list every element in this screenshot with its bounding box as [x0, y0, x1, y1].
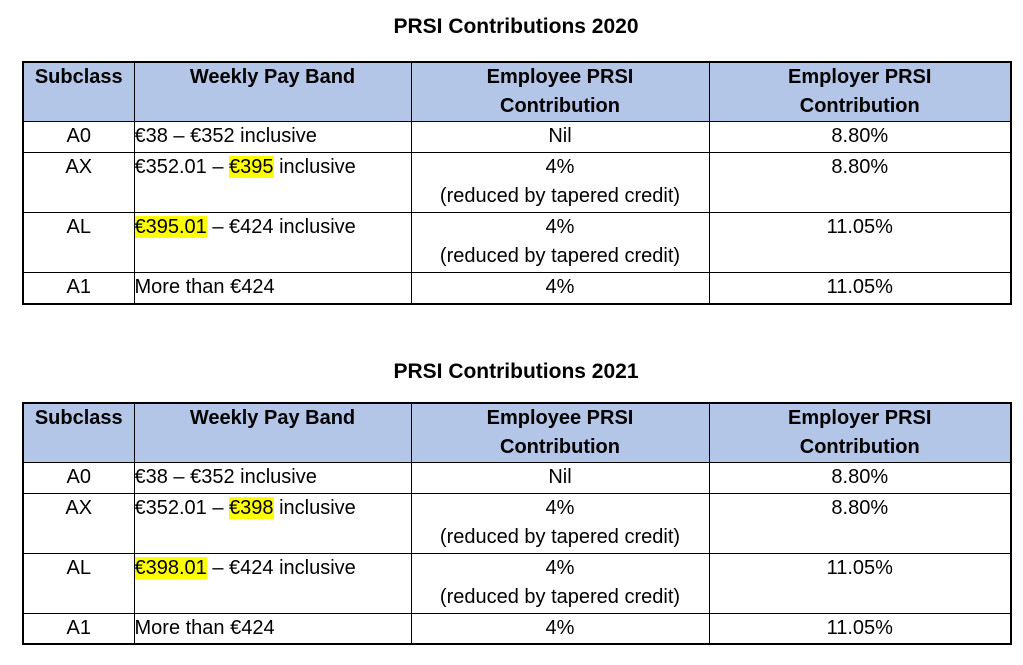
band-text: – €424 inclusive — [206, 556, 356, 579]
column-header-band: Weekly Pay Band — [133, 61, 412, 122]
cell-employer-contribution: 11.05% — [708, 612, 1012, 645]
cell-employee-contribution: 4% — [410, 612, 710, 645]
cell-weekly-pay-band: €352.01 – €395 inclusive — [133, 152, 412, 213]
band-text: More than €424 — [134, 276, 275, 298]
cell-employer-contribution: 8.80% — [708, 152, 1012, 213]
table-row: AL €398.01 – €424 inclusive 4% (reduced by … — [22, 552, 1012, 614]
cell-weekly-pay-band: €395.01 – €424 inclusive — [133, 212, 412, 273]
prsi-table-2021: Subclass Weekly Pay Band Employee PRSI Cont… — [22, 401, 1012, 645]
band-text: inclusive — [273, 496, 356, 519]
cell-employee-contribution: Nil — [410, 461, 710, 494]
cell-employer-contribution: 8.80% — [708, 461, 1012, 494]
cell-subclass: AX — [22, 152, 135, 213]
cell-employee-contribution: 4% (reduced by tapered credit) — [410, 492, 710, 554]
cell-employee-contribution: 4% (reduced by tapered credit) — [410, 212, 710, 273]
cell-employer-contribution: 11.05% — [708, 212, 1012, 273]
column-header-band: Weekly Pay Band — [133, 402, 412, 463]
band-text: €38 – €352 inclusive — [134, 465, 317, 488]
cell-employee-contribution: 4% (reduced by tapered credit) — [410, 552, 710, 614]
cell-employee-contribution: 4% (reduced by tapered credit) — [410, 152, 710, 213]
prsi-2020-title: PRSI Contributions 2020 — [393, 15, 639, 38]
cell-subclass: AX — [22, 492, 135, 554]
cell-subclass: AL — [22, 552, 135, 614]
cell-weekly-pay-band: €38 – €352 inclusive — [133, 461, 412, 494]
table-row: AL €395.01 – €424 inclusive 4% (reduced by … — [22, 212, 1012, 273]
highlighted-amount: €398.01 — [134, 556, 207, 579]
table-row: A0 €38 – €352 inclusive Nil 8.80% — [22, 121, 1012, 153]
cell-weekly-pay-band: More than €424 — [133, 272, 412, 304]
cell-subclass: A1 — [22, 272, 135, 304]
column-header-subclass: Subclass — [22, 61, 135, 122]
cell-employer-contribution: 8.80% — [708, 121, 1012, 153]
header-row: Subclass Weekly Pay Band Employee PRSI Cont… — [22, 402, 1012, 463]
band-text: More than €424 — [134, 616, 275, 639]
column-header-employer: Employer PRSI Contribution — [708, 402, 1012, 463]
band-text: €38 – €352 inclusive — [134, 125, 317, 147]
band-text: €352.01 – — [134, 496, 230, 519]
table-row: A1 More than €424 4% 11.05% — [22, 612, 1012, 645]
band-text: inclusive — [273, 156, 356, 178]
cell-subclass: AL — [22, 212, 135, 273]
band-text: – €424 inclusive — [206, 216, 356, 238]
highlighted-amount: €395.01 — [134, 216, 207, 238]
cell-employee-contribution: 4% — [410, 272, 710, 304]
cell-weekly-pay-band: €352.01 – €398 inclusive — [133, 492, 412, 554]
column-header-subclass: Subclass — [22, 402, 135, 463]
column-header-employer: Employer PRSI Contribution — [708, 61, 1012, 122]
cell-subclass: A0 — [22, 461, 135, 494]
highlighted-amount: €395 — [229, 156, 274, 178]
cell-weekly-pay-band: More than €424 — [133, 612, 412, 645]
cell-weekly-pay-band: €398.01 – €424 inclusive — [133, 552, 412, 614]
table-row: AX €352.01 – €395 inclusive 4% (reduced by … — [22, 152, 1012, 213]
prsi-2021-title: PRSI Contributions 2021 — [393, 359, 639, 383]
cell-employer-contribution: 8.80% — [708, 492, 1012, 554]
table-row: AX €352.01 – €398 inclusive 4% (reduced by … — [22, 492, 1012, 554]
cell-subclass: A1 — [22, 612, 135, 645]
column-header-employee: Employee PRSI Contribution — [410, 61, 710, 122]
header-row: Subclass Weekly Pay Band Employee PRSI Cont… — [22, 61, 1012, 122]
cell-employer-contribution: 11.05% — [708, 272, 1012, 304]
cell-employee-contribution: Nil — [410, 121, 710, 153]
highlighted-amount: €398 — [229, 496, 274, 519]
cell-weekly-pay-band: €38 – €352 inclusive — [133, 121, 412, 153]
cell-subclass: A0 — [22, 121, 135, 153]
band-text: €352.01 – — [134, 156, 230, 178]
column-header-employee: Employee PRSI Contribution — [410, 402, 710, 463]
cell-employer-contribution: 11.05% — [708, 552, 1012, 614]
table-row: A1 More than €424 4% 11.05% — [22, 272, 1012, 304]
prsi-table-2020: Subclass Weekly Pay Band Employee PRSI Cont… — [22, 61, 1012, 305]
table-row: A0 €38 – €352 inclusive Nil 8.80% — [22, 461, 1012, 494]
